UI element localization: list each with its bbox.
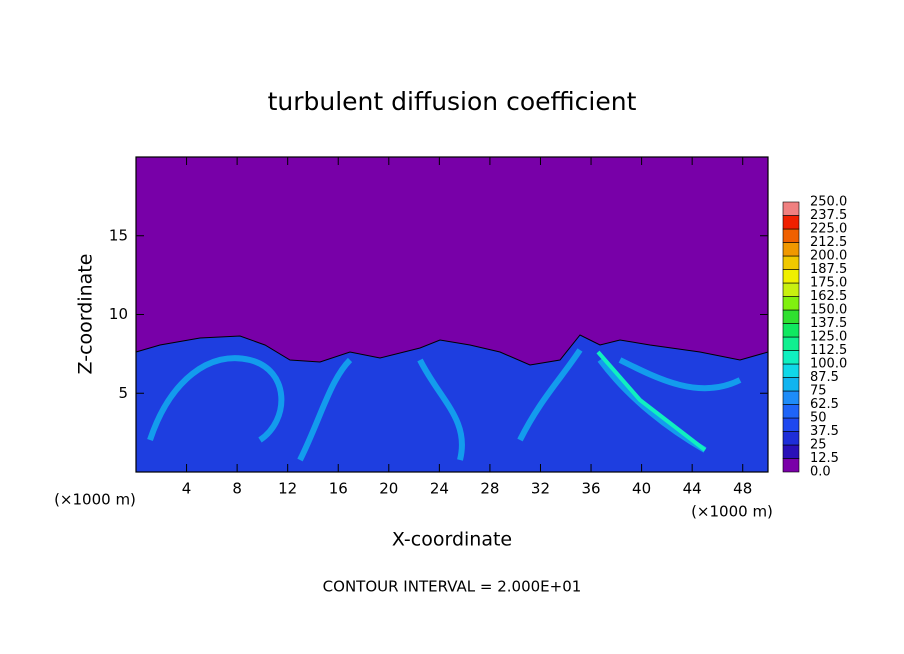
colorbar-box <box>782 255 800 270</box>
chart-title: turbulent diffusion coefficient <box>268 87 637 116</box>
colorbar-box <box>782 417 800 432</box>
field <box>135 157 769 473</box>
colorbar-box <box>782 242 800 257</box>
colorbar-label: 150.0 <box>810 303 847 318</box>
colorbar-label: 200.0 <box>810 249 847 264</box>
x-tick-label: 8 <box>232 480 242 498</box>
x-tick-label: 40 <box>632 480 651 498</box>
x-tick-label: 44 <box>683 480 702 498</box>
y-axis-label: Z-coordinate <box>75 254 97 375</box>
x-tick-label: 20 <box>379 480 398 498</box>
colorbar-box <box>782 458 800 473</box>
x-unit-left: (×1000 m) <box>54 491 136 509</box>
y-tick-label: 15 <box>109 226 128 244</box>
x-tick-label: 48 <box>733 480 752 498</box>
colorbar-box <box>782 431 800 446</box>
colorbar-box <box>782 282 800 297</box>
colorbar-box <box>782 390 800 405</box>
colorbar-label: 0.0 <box>810 465 831 480</box>
x-tick-label: 12 <box>278 480 297 498</box>
colorbar-label: 37.5 <box>810 424 839 439</box>
y-tick-label: 5 <box>118 384 128 402</box>
colorbar-box <box>782 215 800 230</box>
colorbar-box <box>782 363 800 378</box>
colorbar-label: 175.0 <box>810 276 847 291</box>
colorbar-label: 250.0 <box>810 195 847 210</box>
x-unit-right: (×1000 m) <box>691 503 773 521</box>
colorbar-box <box>782 296 800 311</box>
colorbar-label: 75 <box>810 384 827 399</box>
x-tick-label: 4 <box>182 480 192 498</box>
x-tick-label: 24 <box>430 480 449 498</box>
colorbar-box <box>782 377 800 392</box>
colorbar-label: 125.0 <box>810 330 847 345</box>
colorbar-box <box>782 444 800 459</box>
colorbar-box <box>782 269 800 284</box>
x-tick-label: 16 <box>329 480 348 498</box>
colorbar-label: 237.5 <box>810 208 847 223</box>
turbulent-swirl <box>147 348 742 462</box>
colorbar-label: 87.5 <box>810 370 839 385</box>
y-tick-label: 10 <box>109 305 128 323</box>
colorbar-label: 12.5 <box>810 451 839 466</box>
colorbar-box <box>782 404 800 419</box>
colorbar-box <box>782 228 800 243</box>
colorbar-box <box>782 350 800 365</box>
x-tick-label: 36 <box>581 480 600 498</box>
colorbar-label: 25 <box>810 438 827 453</box>
colorbar-label: 100.0 <box>810 357 847 372</box>
colorbar-label: 212.5 <box>810 235 847 250</box>
x-tick-label: 28 <box>480 480 499 498</box>
colorbar-label: 50 <box>810 411 827 426</box>
colorbar-label: 187.5 <box>810 262 847 277</box>
x-axis-label: X-coordinate <box>392 529 512 551</box>
colorbar-label: 112.5 <box>810 343 847 358</box>
colorbar-box <box>782 201 800 216</box>
colorbar-box <box>782 336 800 351</box>
annotation: CONTOUR INTERVAL = 2.000E+01 <box>323 578 582 596</box>
colorbar-label: 62.5 <box>810 397 839 412</box>
colorbar-label: 162.5 <box>810 289 847 304</box>
colorbar-box <box>782 309 800 324</box>
colorbar-label: 225.0 <box>810 222 847 237</box>
turbulent-streak <box>596 350 707 452</box>
x-tick-label: 32 <box>531 480 550 498</box>
colorbar-label: 137.5 <box>810 316 847 331</box>
colorbar-box <box>782 323 800 338</box>
